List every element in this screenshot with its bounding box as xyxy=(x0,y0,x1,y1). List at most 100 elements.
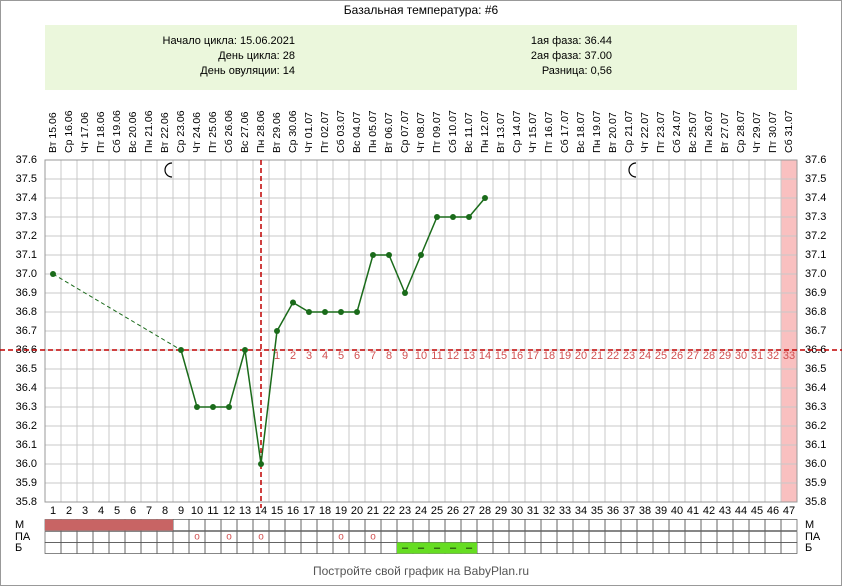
phase2-day: 14 xyxy=(479,350,491,362)
date-label: Вт 27.07 xyxy=(719,112,731,153)
date-label: Чт 24.06 xyxy=(191,112,203,153)
x-tick-label: 26 xyxy=(447,505,459,517)
y-tick-label: 37.0 xyxy=(16,268,37,280)
y-tick-label-right: 37.3 xyxy=(805,211,826,223)
x-tick-label: 18 xyxy=(319,505,331,517)
plot-border xyxy=(44,159,798,503)
x-tick-label: 3 xyxy=(82,505,88,517)
date-label: Вс 11.07 xyxy=(463,112,475,153)
m-cell xyxy=(125,519,141,531)
x-tick-label: 39 xyxy=(655,505,667,517)
phase2-day: 4 xyxy=(322,350,328,362)
y-tick-label-right: 36.1 xyxy=(805,439,826,451)
x-tick-label: 44 xyxy=(735,505,747,517)
date-label: Пн 26.07 xyxy=(703,110,715,153)
data-point xyxy=(242,347,248,353)
date-label: Ср 30.06 xyxy=(287,110,299,153)
pa-mark: o xyxy=(338,532,344,543)
b-cell xyxy=(461,542,477,554)
phase2-day: 22 xyxy=(607,350,619,362)
phase2-day: 27 xyxy=(687,350,699,362)
y-tick-label-right: 37.5 xyxy=(805,173,826,185)
info-right: Разница: 0,56 xyxy=(542,65,612,77)
x-tick-label: 13 xyxy=(239,505,251,517)
y-tick-label: 36.9 xyxy=(16,287,37,299)
pa-mark: o xyxy=(194,532,200,543)
info-right: 2ая фаза: 37.00 xyxy=(531,50,612,62)
x-tick-label: 33 xyxy=(559,505,571,517)
phase2-day: 15 xyxy=(495,350,507,362)
y-tick-label-right: 37.6 xyxy=(805,154,826,166)
phase2-day: 2 xyxy=(290,350,296,362)
phase2-day: 3 xyxy=(306,350,312,362)
date-label: Чт 15.07 xyxy=(527,112,539,153)
phase2-day: 6 xyxy=(354,350,360,362)
y-tick-label-right: 36.4 xyxy=(805,382,826,394)
x-tick-label: 46 xyxy=(767,505,779,517)
m-cell xyxy=(109,519,125,531)
phase2-day: 21 xyxy=(591,350,603,362)
y-tick-label-right: 37.1 xyxy=(805,249,826,261)
date-label: Пт 09.07 xyxy=(431,111,443,153)
series-line xyxy=(180,197,486,465)
x-tick-label: 7 xyxy=(146,505,152,517)
x-tick-label: 22 xyxy=(383,505,395,517)
b-cell xyxy=(445,542,461,554)
x-tick-label: 6 xyxy=(130,505,136,517)
row-cell xyxy=(780,519,798,531)
x-tick-label: 1 xyxy=(50,505,56,517)
date-label: Вт 29.06 xyxy=(271,112,283,153)
y-tick-label-right: 36.5 xyxy=(805,363,826,375)
x-tick-label: 21 xyxy=(367,505,379,517)
x-tick-label: 23 xyxy=(399,505,411,517)
y-tick-label: 36.3 xyxy=(16,401,37,413)
phase2-day: 1 xyxy=(274,350,280,362)
data-point xyxy=(450,214,456,220)
data-point xyxy=(482,195,488,201)
date-label: Ср 23.06 xyxy=(175,110,187,153)
date-label: Сб 17.07 xyxy=(559,110,571,153)
b-mark: – xyxy=(434,542,441,554)
phase2-day: 8 xyxy=(386,350,392,362)
y-tick-label: 36.4 xyxy=(16,382,37,394)
date-label: Чт 08.07 xyxy=(415,112,427,153)
date-label: Ср 16.06 xyxy=(63,110,75,153)
data-point xyxy=(418,252,424,258)
data-point xyxy=(354,309,360,315)
m-cell xyxy=(45,519,61,531)
chart-title: Базальная температура: #6 xyxy=(344,3,499,17)
y-tick-label-right: 36.6 xyxy=(805,344,826,356)
info-left: День цикла: 28 xyxy=(218,50,295,62)
date-label: Пт 18.06 xyxy=(95,111,107,153)
y-tick-label: 36.5 xyxy=(16,363,37,375)
x-tick-label: 35 xyxy=(591,505,603,517)
phase2-day: 31 xyxy=(751,350,763,362)
y-tick-label-right: 36.2 xyxy=(805,420,826,432)
row-label: М xyxy=(15,519,24,531)
date-label: Пн 28.06 xyxy=(255,110,267,153)
date-label: Пт 30.07 xyxy=(767,111,779,153)
x-tick-label: 9 xyxy=(178,505,184,517)
y-tick-label: 35.8 xyxy=(16,496,37,508)
phase2-day: 7 xyxy=(370,350,376,362)
pa-mark: o xyxy=(258,532,264,543)
date-label: Вт 15.06 xyxy=(47,112,59,153)
x-tick-label: 10 xyxy=(191,505,203,517)
phase2-day: 13 xyxy=(463,350,475,362)
date-label: Ср 21.07 xyxy=(623,110,635,153)
data-point xyxy=(290,299,296,306)
phase2-day: 32 xyxy=(767,350,779,362)
x-tick-label: 37 xyxy=(623,505,635,517)
info-right: 1ая фаза: 36.44 xyxy=(531,35,612,47)
phase2-day: 28 xyxy=(703,350,715,362)
x-tick-label: 24 xyxy=(415,505,427,517)
phase2-day: 11 xyxy=(431,350,442,362)
x-tick-label: 4 xyxy=(98,505,104,517)
y-tick-label: 37.5 xyxy=(16,173,37,185)
x-tick-label: 14 xyxy=(255,505,267,517)
m-cell xyxy=(61,519,77,531)
date-label: Пн 05.07 xyxy=(367,110,379,153)
y-tick-label: 36.0 xyxy=(16,458,37,470)
pa-mark: o xyxy=(226,532,232,543)
